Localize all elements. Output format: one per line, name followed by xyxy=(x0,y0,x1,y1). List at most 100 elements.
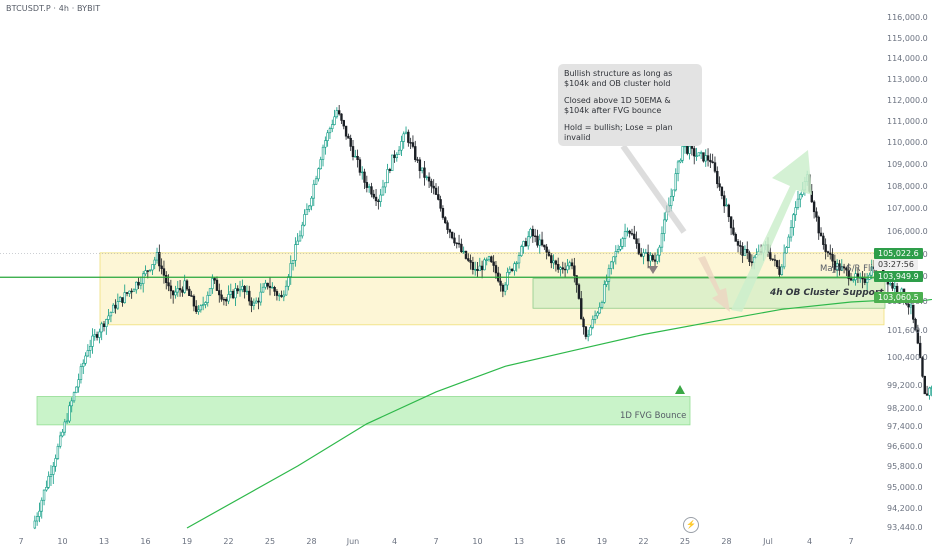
x-tick-label: Jun xyxy=(346,537,360,546)
candle-body xyxy=(409,142,412,144)
candle-body xyxy=(603,284,606,303)
x-axis: 7 10 13 16 19 22 25 28 Jun 4 7 10 13 16 19 22 25 28 Jul 4 7 xyxy=(18,537,853,546)
candle-body xyxy=(619,246,622,250)
buy-marker-icon xyxy=(675,385,685,394)
candle-body xyxy=(402,133,405,142)
countdown-tag: 03:27:56 xyxy=(874,259,918,270)
candle-body xyxy=(312,183,316,199)
candle-body xyxy=(319,159,322,170)
candle-body xyxy=(215,279,219,291)
lightning-icon[interactable]: ⚡ xyxy=(683,517,699,533)
candle-body xyxy=(773,259,777,261)
candle-body xyxy=(321,146,325,160)
candle-body xyxy=(139,283,143,286)
x-tick-label: 7 xyxy=(18,537,23,546)
candle-body xyxy=(248,290,251,302)
note-line-2: Closed above 1D 50EMA & $104k after FVG … xyxy=(564,96,671,115)
candle-body xyxy=(158,252,161,267)
candle-body xyxy=(192,295,196,307)
candle-body xyxy=(229,291,233,295)
candle-body xyxy=(128,290,131,294)
candle-body xyxy=(314,178,318,185)
candle-body xyxy=(776,260,779,268)
candle-body xyxy=(573,265,576,276)
candle-body xyxy=(607,268,611,282)
candle-body xyxy=(819,232,823,237)
candle-body xyxy=(921,357,924,377)
candle-body xyxy=(238,289,242,292)
y-tick-label: 112,000.0 xyxy=(887,96,928,105)
candle-body xyxy=(365,182,369,188)
candle-body xyxy=(77,379,80,388)
candle-body xyxy=(361,171,364,174)
candle-body xyxy=(121,297,124,303)
candle-body xyxy=(377,200,380,202)
candle-body xyxy=(333,116,336,125)
candle-body xyxy=(870,266,873,276)
candle-body xyxy=(722,195,726,207)
y-tick-label: 96,600.0 xyxy=(887,442,923,451)
candle-body xyxy=(503,284,507,292)
y-tick-label: 95,000.0 xyxy=(887,483,923,492)
candle-body xyxy=(374,196,378,202)
candle-body xyxy=(370,186,373,195)
candle-body xyxy=(912,304,915,320)
candle-body xyxy=(810,191,814,203)
candle-body xyxy=(699,152,703,154)
x-tick-label: 13 xyxy=(99,537,109,546)
candle-body xyxy=(616,249,620,252)
candle-body xyxy=(264,282,267,288)
candle-body xyxy=(681,146,684,161)
candle-body xyxy=(660,233,664,248)
last-price-tag: 105,022.6 xyxy=(874,248,923,259)
candle-body xyxy=(556,264,560,270)
candle-body xyxy=(741,246,744,256)
candle-body xyxy=(925,393,929,396)
candle-body xyxy=(674,173,677,191)
x-tick-label: 22 xyxy=(638,537,648,546)
candle-body xyxy=(439,199,442,209)
candle-body xyxy=(845,267,848,271)
candle-body xyxy=(40,499,43,512)
candle-body xyxy=(201,304,205,307)
candle-body xyxy=(508,268,511,273)
candle-body xyxy=(331,124,334,129)
projection-down-arrow xyxy=(698,256,730,312)
candle-body xyxy=(914,319,917,331)
candle-body xyxy=(651,255,654,261)
candle-body xyxy=(137,281,140,286)
candle-body xyxy=(271,287,274,289)
candle-body xyxy=(381,186,385,196)
candle-body xyxy=(35,516,39,522)
candle-body xyxy=(612,256,615,263)
candle-body xyxy=(630,233,634,235)
fvg-label: 1D FVG Bounce xyxy=(620,411,686,421)
candle-body xyxy=(672,189,675,197)
candle-body xyxy=(490,256,493,263)
candle-body xyxy=(506,271,509,286)
candle-body xyxy=(234,288,237,299)
candle-body xyxy=(476,268,479,272)
candle-body xyxy=(151,264,154,271)
candle-body xyxy=(135,281,138,291)
candle-body xyxy=(430,180,433,187)
candle-body xyxy=(199,305,203,311)
candle-body xyxy=(301,224,304,237)
projection-up-arrow xyxy=(731,150,812,312)
candle-body xyxy=(778,266,781,275)
candle-body xyxy=(561,267,565,270)
candle-body xyxy=(148,269,152,272)
candle-body xyxy=(266,282,269,287)
x-tick-label: 4 xyxy=(807,537,812,546)
candle-body xyxy=(789,227,793,238)
level-tag-1: 103,949.9 xyxy=(874,271,923,282)
y-tick-label: 114,000.0 xyxy=(887,54,928,63)
candle-body xyxy=(167,282,170,287)
candle-body xyxy=(351,146,355,158)
candle-body xyxy=(711,161,714,163)
candle-body xyxy=(826,251,830,254)
candle-body xyxy=(852,279,855,281)
candle-body xyxy=(49,474,53,477)
candle-body xyxy=(88,346,92,351)
